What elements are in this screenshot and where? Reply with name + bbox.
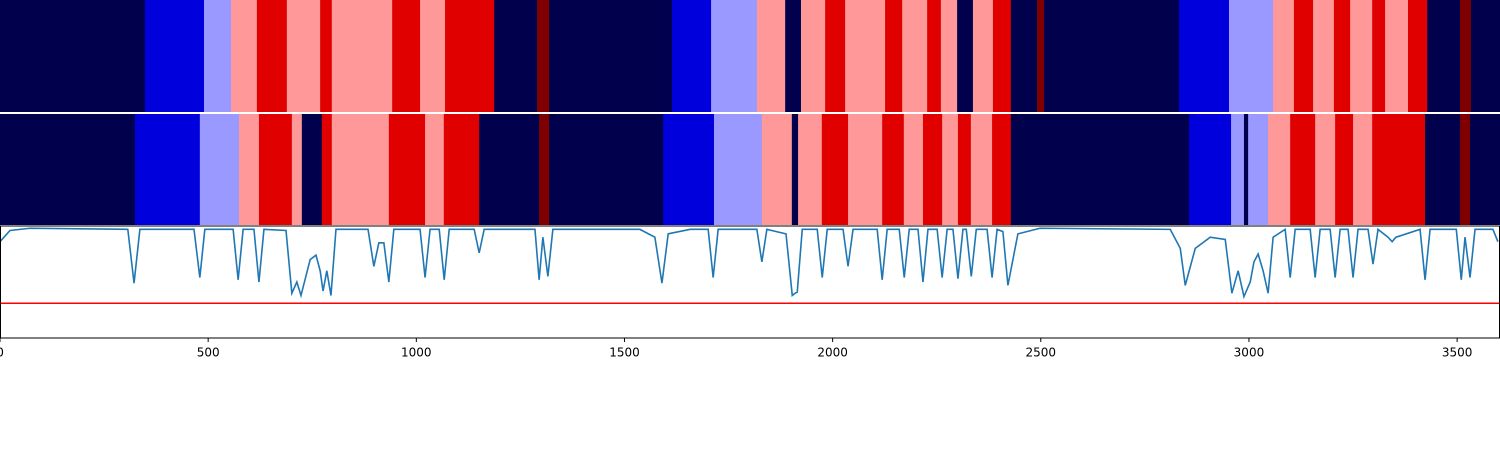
segment [1313,0,1335,112]
segment [1427,0,1461,112]
segment [1385,0,1409,112]
segment [1268,114,1291,225]
segment [1179,0,1230,112]
segment [1228,0,1274,112]
segment [713,114,763,225]
segment [927,0,942,112]
segment [479,114,540,225]
x-tick-label: 2000 [817,346,848,360]
segment [1460,114,1471,225]
segment [286,0,321,112]
x-tick-label: 1500 [609,346,640,360]
segment [1470,114,1500,225]
segment [922,114,943,225]
segment [845,0,886,112]
segment [1290,114,1316,225]
segment [1315,114,1336,225]
segment [1333,0,1351,112]
segment [321,114,333,225]
segment [388,114,426,225]
segment [711,0,758,112]
segment [1353,114,1373,225]
segment [301,114,323,225]
segment [821,114,849,225]
segment [1273,0,1295,112]
segment [885,0,903,112]
axes-frame [0,225,1500,339]
segment [1470,0,1500,112]
segment [940,0,958,112]
segment [425,114,445,225]
segment [291,114,303,225]
segment [1335,114,1354,225]
x-tick-label: 3500 [1442,346,1473,360]
segment [1231,114,1245,225]
segment [549,0,673,112]
segment [825,0,846,112]
segment [256,0,288,112]
x-tick-label: 1000 [401,346,432,360]
segment [231,0,258,112]
segment [798,114,823,225]
segment [134,114,201,225]
segment [392,0,421,112]
x-tick-label: 2500 [1026,346,1057,360]
segment [549,114,664,225]
segment [331,0,393,112]
segment [1372,0,1386,112]
segment [1407,0,1428,112]
segment [420,0,446,112]
segment [848,114,883,225]
segment [1243,114,1249,225]
segment [903,114,924,225]
segment [1248,114,1269,225]
segment [494,0,538,112]
segment [443,114,480,225]
segment [671,0,712,112]
segment [1044,0,1180,112]
x-tick-label: 500 [197,346,220,360]
segment [0,0,146,112]
segment [800,0,826,112]
segment [0,114,136,225]
segment [1010,114,1190,225]
segment [756,0,786,112]
segment [1350,0,1373,112]
x-tick-label: 0 [0,346,4,360]
segment [902,0,928,112]
segment [970,114,993,225]
segment [1372,114,1426,225]
segment [791,114,799,225]
segment [331,114,390,225]
segment [957,0,974,112]
segment [537,0,550,112]
segment [761,114,793,225]
segment [957,114,972,225]
segment [663,114,715,225]
segment [992,114,1012,225]
segment [1425,114,1461,225]
segment [785,0,802,112]
segment [1037,0,1045,112]
segment [445,0,495,112]
segment [1189,114,1232,225]
segment [238,114,260,225]
segment [258,114,293,225]
segment [972,0,994,112]
x-tick-label: 3000 [1234,346,1265,360]
segment [203,0,232,112]
segment [539,114,550,225]
segment [992,0,1012,112]
segment [942,114,959,225]
segment [1293,0,1314,112]
segment [144,0,205,112]
segment [320,0,333,112]
line-series [0,227,1499,300]
segment [199,114,240,225]
segment [1460,0,1472,112]
segment [1010,0,1038,112]
segment [882,114,905,225]
